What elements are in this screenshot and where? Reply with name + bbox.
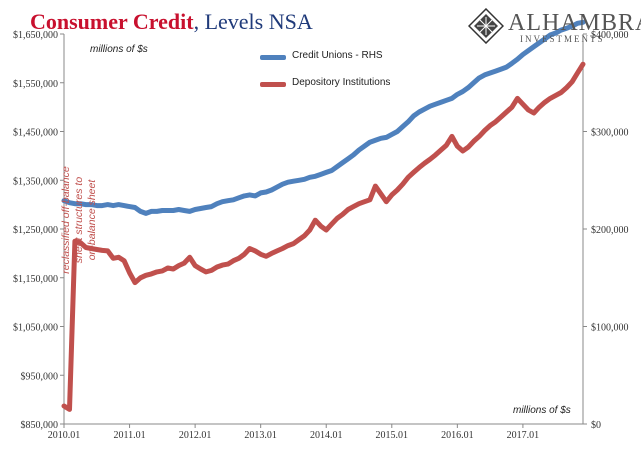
annotation-line: sheet structures to bbox=[73, 176, 85, 264]
right-tick-label: $300,000 bbox=[591, 128, 629, 139]
left-tick-label: $1,650,000 bbox=[13, 30, 58, 41]
left-tick-label: $1,250,000 bbox=[13, 225, 58, 236]
left-tick-label: $950,000 bbox=[21, 371, 59, 382]
right-tick-label: $200,000 bbox=[591, 225, 629, 236]
left-tick-label: $1,150,000 bbox=[13, 274, 58, 285]
series-line-credit-unions bbox=[61, 19, 586, 216]
annotation-line: reclassified off-balance bbox=[60, 166, 72, 274]
series-line-depository bbox=[61, 61, 586, 412]
x-tick-label: 2017.01 bbox=[507, 430, 540, 441]
chart-title-main: Consumer Credit bbox=[30, 9, 194, 34]
left-tick-label: $1,350,000 bbox=[13, 176, 58, 187]
x-axis-ticks: 2010.01 2011.01 2012.01 2013.01 2014.01 2015.… bbox=[48, 424, 539, 441]
left-tick-label: $1,050,000 bbox=[13, 323, 58, 334]
left-unit-label: millions of $s bbox=[90, 44, 148, 55]
chart-title-rest: , Levels NSA bbox=[193, 9, 313, 34]
right-axis-ticks: $0 $100,000 $200,000 $300,000 $400,000 bbox=[583, 30, 629, 431]
reclassification-annotation: reclassified off-balance sheet structure… bbox=[60, 140, 99, 300]
left-tick-label: $1,450,000 bbox=[13, 128, 58, 139]
x-tick-label: 2016.01 bbox=[441, 430, 474, 441]
chart-title: Consumer Credit, Levels NSA bbox=[30, 9, 313, 35]
x-tick-label: 2010.01 bbox=[48, 430, 81, 441]
x-tick-label: 2011.01 bbox=[113, 430, 145, 441]
diamond-lattice-logo-icon bbox=[468, 8, 504, 44]
right-tick-label: $100,000 bbox=[591, 323, 629, 334]
x-tick-label: 2014.01 bbox=[310, 430, 343, 441]
legend-swatch-depository bbox=[260, 82, 286, 87]
left-axis-ticks: $850,000 $950,000 $1,050,000 $1,150,000 $1,2… bbox=[13, 30, 64, 431]
left-tick-label: $850,000 bbox=[21, 420, 59, 431]
legend-label-credit-unions: Credit Unions - RHS bbox=[292, 50, 383, 61]
x-tick-label: 2012.01 bbox=[179, 430, 212, 441]
logo-name: ALHAMBRA bbox=[508, 10, 641, 36]
right-tick-label: $400,000 bbox=[591, 30, 629, 41]
right-tick-label: $0 bbox=[591, 420, 601, 431]
annotation-line: on-balance sheet bbox=[86, 179, 98, 261]
legend-swatch-credit-unions bbox=[260, 55, 286, 60]
series-lines bbox=[61, 19, 586, 412]
x-tick-label: 2013.01 bbox=[244, 430, 277, 441]
right-unit-label: millions of $s bbox=[513, 405, 571, 416]
x-tick-label: 2015.01 bbox=[376, 430, 409, 441]
legend-label-depository: Depository Institutions bbox=[292, 77, 391, 88]
left-tick-label: $1,550,000 bbox=[13, 79, 58, 90]
alhambra-logo: ALHAMBRA INVESTMENTS bbox=[468, 6, 641, 46]
logo-subtitle: INVESTMENTS bbox=[520, 34, 605, 44]
